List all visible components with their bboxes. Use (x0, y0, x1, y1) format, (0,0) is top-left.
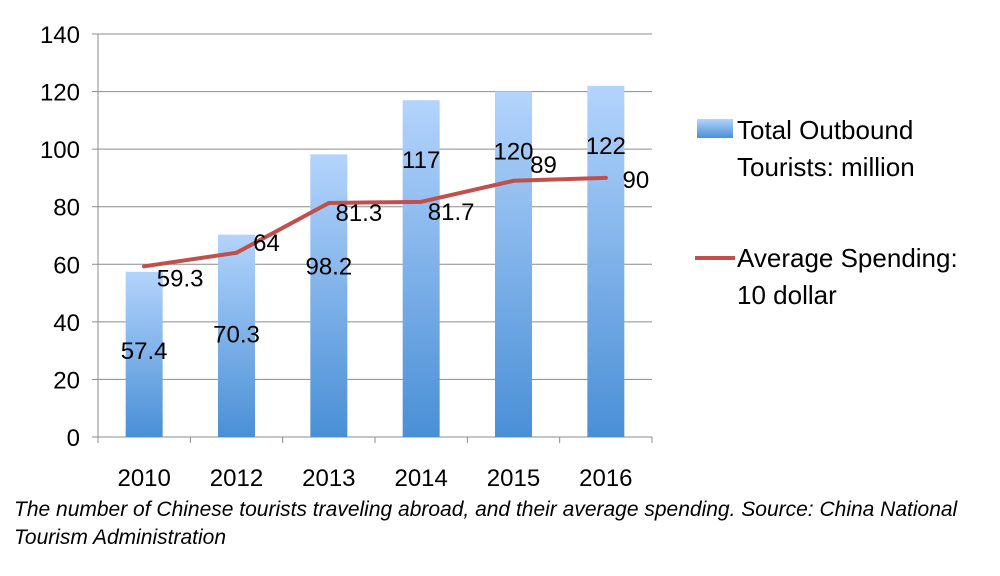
x-tick-label: 2010 (117, 465, 170, 492)
bar-2015 (495, 91, 532, 438)
bar-series (125, 85, 625, 438)
y-tick-label: 0 (67, 425, 80, 452)
y-tick-label: 120 (40, 80, 80, 107)
spending-point-2013 (326, 200, 331, 205)
x-tick-label: 2015 (487, 465, 540, 492)
bar-2013 (310, 154, 348, 437)
y-tick-label: 100 (40, 137, 80, 164)
x-tick-label: 2013 (302, 465, 355, 492)
bar-value-label: 98.2 (305, 253, 352, 280)
data-labels: 57.4 70.3 98.2 117 120 122 59.3 64 81.3 81.7 89 90 (121, 133, 649, 365)
line-value-label: 90 (622, 167, 649, 194)
y-tick-label: 140 (40, 22, 80, 49)
spending-line (142, 175, 608, 269)
bar-value-label: 70.3 (213, 322, 260, 349)
bar-value-label: 57.4 (121, 338, 168, 365)
line-value-label: 64 (253, 230, 280, 257)
y-tick-label: 20 (53, 367, 80, 394)
gridlines (98, 33, 652, 380)
x-tick-label: 2012 (210, 465, 263, 492)
bar-2012 (218, 234, 255, 437)
bar-value-label: 122 (586, 133, 626, 160)
line-value-label: 89 (530, 152, 557, 179)
bar-value-label: 117 (402, 147, 440, 174)
line-value-label: 81.3 (335, 200, 382, 227)
y-tick-label: 40 (53, 310, 80, 337)
spending-point-2010 (142, 264, 147, 269)
legend: Total Outbound Tourists: million Average S… (695, 115, 958, 310)
line-value-label: 59.3 (157, 265, 204, 292)
y-tick-label: 80 (53, 195, 80, 222)
x-tick-label: 2016 (579, 465, 632, 492)
spending-point-2016 (603, 175, 608, 180)
bar-2016 (587, 85, 625, 438)
legend-line-label: Average Spending: (737, 243, 958, 273)
spending-point-2015 (511, 178, 516, 183)
legend-line-label: 10 dollar (737, 280, 837, 310)
bar-2014 (402, 100, 440, 437)
legend-bar-swatch (697, 119, 733, 138)
y-tick-label: 60 (53, 252, 80, 279)
line-series (142, 175, 608, 269)
figure-caption: The number of Chinese tourists traveling… (14, 498, 958, 549)
spending-point-2012 (234, 250, 239, 255)
spending-point-2014 (419, 199, 424, 204)
legend-bar-label: Total Outbound (737, 115, 913, 145)
line-value-label: 81.7 (428, 199, 475, 226)
bar-value-label: 120 (493, 139, 533, 166)
x-tick-label: 2014 (394, 465, 447, 492)
combo-chart: 0 20 40 60 80 100 120 140 2010 2012 2013 2014 2015 20… (40, 22, 958, 492)
bar-2010 (125, 271, 163, 437)
legend-bar-label: Tourists: million (737, 152, 915, 182)
axes: 0 20 40 60 80 100 120 140 2010 2012 2013 2014 2015 20… (40, 22, 653, 492)
